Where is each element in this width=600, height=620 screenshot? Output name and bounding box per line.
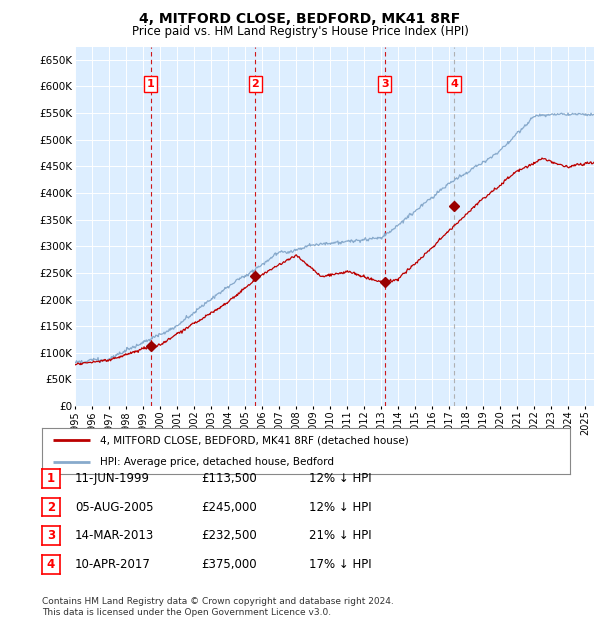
- Text: 4, MITFORD CLOSE, BEDFORD, MK41 8RF: 4, MITFORD CLOSE, BEDFORD, MK41 8RF: [139, 12, 461, 27]
- Text: Contains HM Land Registry data © Crown copyright and database right 2024.
This d: Contains HM Land Registry data © Crown c…: [42, 598, 394, 617]
- Text: 14-MAR-2013: 14-MAR-2013: [75, 529, 154, 542]
- Text: 1: 1: [47, 472, 55, 485]
- Text: 12% ↓ HPI: 12% ↓ HPI: [309, 501, 371, 513]
- Text: 2: 2: [251, 79, 259, 89]
- Text: 2: 2: [47, 501, 55, 513]
- Text: 17% ↓ HPI: 17% ↓ HPI: [309, 558, 371, 570]
- Text: 10-APR-2017: 10-APR-2017: [75, 558, 151, 570]
- Text: HPI: Average price, detached house, Bedford: HPI: Average price, detached house, Bedf…: [100, 457, 334, 467]
- Text: 21% ↓ HPI: 21% ↓ HPI: [309, 529, 371, 542]
- Text: 11-JUN-1999: 11-JUN-1999: [75, 472, 150, 485]
- Text: 1: 1: [146, 79, 154, 89]
- Text: 3: 3: [47, 529, 55, 542]
- Text: 3: 3: [381, 79, 389, 89]
- Text: 12% ↓ HPI: 12% ↓ HPI: [309, 472, 371, 485]
- Text: 4: 4: [450, 79, 458, 89]
- Text: £113,500: £113,500: [201, 472, 257, 485]
- Text: 05-AUG-2005: 05-AUG-2005: [75, 501, 154, 513]
- Text: 4, MITFORD CLOSE, BEDFORD, MK41 8RF (detached house): 4, MITFORD CLOSE, BEDFORD, MK41 8RF (det…: [100, 435, 409, 445]
- Text: £245,000: £245,000: [201, 501, 257, 513]
- Text: £375,000: £375,000: [201, 558, 257, 570]
- Text: 4: 4: [47, 558, 55, 570]
- Text: Price paid vs. HM Land Registry's House Price Index (HPI): Price paid vs. HM Land Registry's House …: [131, 25, 469, 38]
- Text: £232,500: £232,500: [201, 529, 257, 542]
